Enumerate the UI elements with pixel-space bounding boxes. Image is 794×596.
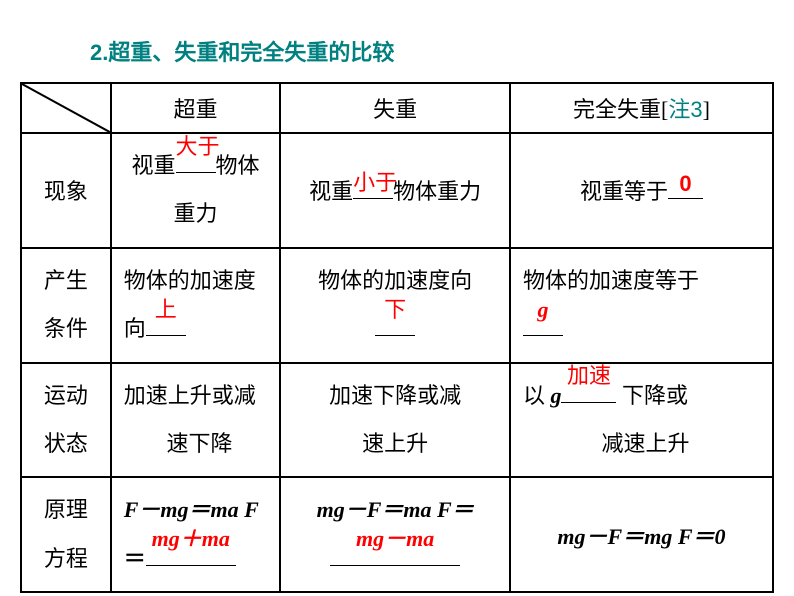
r1c3-before: 视重等于 bbox=[580, 179, 668, 204]
header-col3: 完全失重[注3] bbox=[510, 83, 773, 133]
row2-col2: 物体的加速度向 下 bbox=[280, 248, 510, 363]
r1c2-after: 物体重力 bbox=[393, 179, 481, 204]
r3c2-line1: 加速下降或减 bbox=[329, 383, 461, 408]
row3-col2: 加速下降或减 速上升 bbox=[280, 363, 510, 478]
r1c3-fill: 0 bbox=[668, 171, 703, 197]
row1-col3: 视重等于0 bbox=[510, 133, 773, 248]
r2c2-blank: 下 bbox=[375, 335, 415, 336]
r1c1-after: 物体 bbox=[216, 153, 260, 178]
r2c1-blank: 上 bbox=[146, 335, 186, 336]
page-title: 2.超重、失重和完全失重的比较 bbox=[90, 35, 394, 67]
r2c1-line1: 物体的加速度 bbox=[124, 268, 256, 293]
r3c3-g: g bbox=[550, 383, 561, 408]
header-col3-suffix: ] bbox=[703, 97, 710, 122]
r3-label-l1: 运动 bbox=[44, 383, 88, 408]
row3-col3: 以 g加速 下降或 减速上升 bbox=[510, 363, 773, 478]
r2-label-l2: 条件 bbox=[44, 316, 88, 341]
title-prefix: 2. bbox=[90, 40, 108, 65]
comparison-table: 超重 失重 完全失重[注3] 现象 视重大于物体 重力 视重小于物体重力 视重等… bbox=[20, 82, 774, 593]
row2-col3: 物体的加速度等于 g bbox=[510, 248, 773, 363]
row-condition: 产生 条件 物体的加速度 向上 物体的加速度向 下 物体的加速度等于 g bbox=[21, 248, 773, 363]
row4-label: 原理 方程 bbox=[21, 477, 111, 592]
r4c1-eq: ＝ bbox=[124, 546, 146, 571]
r1c2-fill: 小于 bbox=[353, 165, 393, 197]
row1-col1: 视重大于物体 重力 bbox=[111, 133, 281, 248]
row1-label: 现象 bbox=[21, 133, 111, 248]
row2-label: 产生 条件 bbox=[21, 248, 111, 363]
corner-cell bbox=[21, 83, 111, 133]
r2c3-blank: g bbox=[523, 335, 563, 336]
r1c1-blank: 大于 bbox=[176, 172, 216, 173]
row4-col2: mg－F＝ma F＝ mg－ma bbox=[280, 477, 510, 592]
r4c1-blank: mg＋ma bbox=[146, 565, 236, 566]
row1-col2: 视重小于物体重力 bbox=[280, 133, 510, 248]
r4-label-l1: 原理 bbox=[44, 497, 88, 522]
header-row: 超重 失重 完全失重[注3] bbox=[21, 83, 773, 133]
row3-col1: 加速上升或减 速下降 bbox=[111, 363, 281, 478]
r1c1-fill: 大于 bbox=[176, 123, 216, 171]
r3c1-line1: 加速上升或减 bbox=[124, 383, 256, 408]
row4-col3: mg－F＝mg F＝0 bbox=[510, 477, 773, 592]
r4c2-blank: mg－ma bbox=[330, 565, 460, 566]
row-phenomenon: 现象 视重大于物体 重力 视重小于物体重力 视重等于0 bbox=[21, 133, 773, 248]
r3c2-line2: 速上升 bbox=[362, 431, 428, 456]
header-col2: 失重 bbox=[280, 83, 510, 133]
row2-col1: 物体的加速度 向上 bbox=[111, 248, 281, 363]
diagonal-line-icon bbox=[22, 84, 110, 132]
r4c2-fill: mg－ma bbox=[330, 515, 460, 563]
header-col3-prefix: 完全失重[ bbox=[573, 97, 668, 122]
r3c3-line2: 减速上升 bbox=[523, 420, 768, 468]
row-equation: 原理 方程 F－mg＝ma F ＝mg＋ma mg－F＝ma F＝ mg－ma … bbox=[21, 477, 773, 592]
row-motion: 运动 状态 加速上升或减 速下降 加速下降或减 速上升 以 g加速 下降或 减速… bbox=[21, 363, 773, 478]
r1c1-before: 视重 bbox=[132, 153, 176, 178]
r4c1-fill: mg＋ma bbox=[146, 515, 236, 563]
r1c2-before: 视重 bbox=[309, 179, 353, 204]
r1c1-line2: 重力 bbox=[174, 201, 218, 226]
r3c3-fill: 加速 bbox=[561, 352, 616, 400]
r1c3-blank: 0 bbox=[668, 198, 703, 199]
r4c3-formula: mg－F＝mg F＝0 bbox=[557, 524, 725, 549]
comparison-table-container: 超重 失重 完全失重[注3] 现象 视重大于物体 重力 视重小于物体重力 视重等… bbox=[20, 82, 774, 593]
r3c1-line2: 速下降 bbox=[124, 420, 276, 468]
r2c1-before: 向 bbox=[124, 316, 146, 341]
title-text: 超重、失重和完全失重的比较 bbox=[108, 40, 394, 65]
r3c3-after: 下降或 bbox=[616, 383, 688, 408]
r4-label-l2: 方程 bbox=[44, 546, 88, 571]
r1c2-blank: 小于 bbox=[353, 198, 393, 199]
row3-label: 运动 状态 bbox=[21, 363, 111, 478]
r3c3-blank: 加速 bbox=[561, 402, 616, 403]
r2-label-l1: 产生 bbox=[44, 268, 88, 293]
r2c1-fill: 上 bbox=[146, 286, 186, 334]
r2c2-fill: 下 bbox=[375, 286, 415, 334]
r2c3-fill: g bbox=[523, 286, 563, 334]
header-col3-note: 注3 bbox=[668, 97, 702, 122]
r3c3-before: 以 bbox=[523, 383, 551, 408]
r3-label-l2: 状态 bbox=[44, 431, 88, 456]
row4-col1: F－mg＝ma F ＝mg＋ma bbox=[111, 477, 281, 592]
